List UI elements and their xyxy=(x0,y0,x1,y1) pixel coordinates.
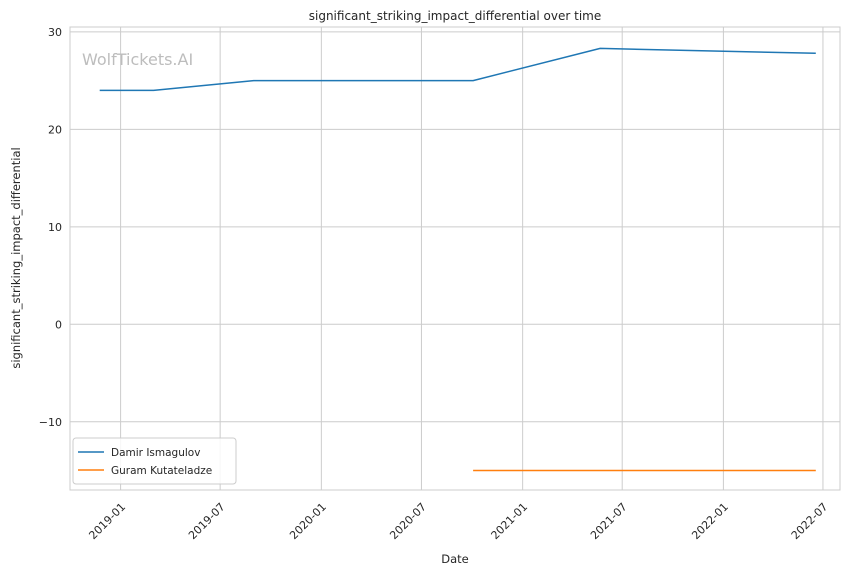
series-line-damir-ismagulov xyxy=(99,47,816,92)
y-tick-label: −10 xyxy=(39,416,62,429)
legend-box xyxy=(72,437,237,485)
x-tick-label: 2021-07 xyxy=(588,500,630,542)
x-tick-label: 2020-07 xyxy=(387,500,429,542)
y-tick-label: 0 xyxy=(55,318,62,331)
series-layer xyxy=(99,47,816,472)
x-axis-label: Date xyxy=(441,552,469,566)
x-tick-label: 2022-07 xyxy=(789,500,831,542)
watermark: WolfTickets.AI xyxy=(82,50,193,69)
legend-label: Guram Kutateladze xyxy=(111,465,212,477)
x-tick-label: 2022-01 xyxy=(689,500,731,542)
plot-area xyxy=(69,26,841,491)
grid-lines xyxy=(70,27,840,490)
legend: Damir Ismagulov Guram Kutateladze xyxy=(72,437,237,485)
chart-title: significant_striking_impact_differential… xyxy=(309,9,601,23)
legend-label: Damir Ismagulov xyxy=(111,447,200,459)
x-tick-label: 2020-01 xyxy=(287,500,329,542)
x-tick-label: 2019-01 xyxy=(86,500,128,542)
x-tick-label: 2019-07 xyxy=(186,500,228,542)
x-tick-label: 2021-01 xyxy=(489,500,531,542)
y-tick-label: 20 xyxy=(48,123,62,136)
y-axis-label: significant_striking_impact_differential xyxy=(9,147,23,368)
y-tick-label: 10 xyxy=(48,221,62,234)
y-tick-label: 30 xyxy=(48,26,62,39)
